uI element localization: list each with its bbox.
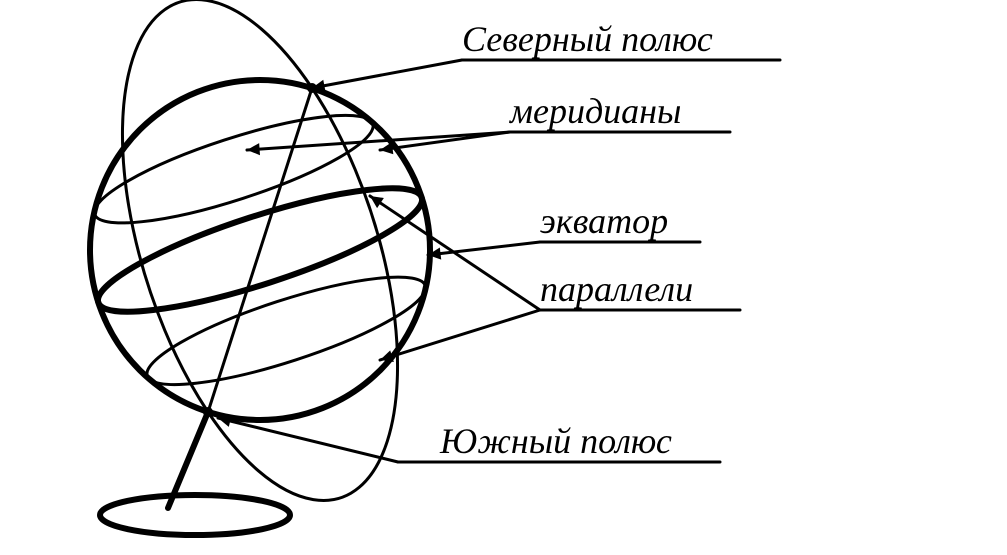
label-parallels: параллели [540, 268, 693, 310]
globe-svg [0, 0, 1007, 555]
diagram-canvas: Северный полюс меридианы экватор паралле… [0, 0, 1007, 555]
label-equator: экватор [540, 200, 668, 242]
label-meridians: меридианы [510, 90, 681, 132]
label-north-pole: Северный полюс [462, 18, 713, 60]
label-south-pole: Южный полюс [440, 420, 672, 462]
